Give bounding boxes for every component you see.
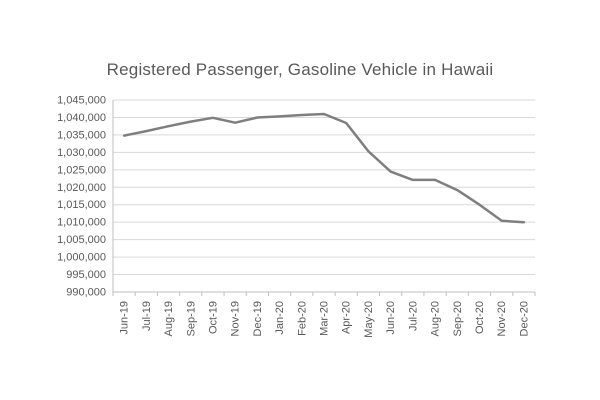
- y-tick-label: 1,030,000: [57, 147, 106, 159]
- y-tick-label: 995,000: [66, 269, 106, 281]
- y-tick-label: 1,025,000: [57, 164, 106, 176]
- y-tick-label: 1,000,000: [57, 252, 106, 264]
- x-tick-label: Jun-19: [119, 301, 131, 335]
- x-tick-label: Jan-20: [274, 301, 286, 335]
- y-tick-label: 990,000: [66, 287, 106, 299]
- x-tick-label: Nov-19: [230, 301, 242, 336]
- x-tick-label: Jun-20: [385, 301, 397, 335]
- chart-title: Registered Passenger, Gasoline Vehicle i…: [106, 60, 494, 79]
- x-tick-label: Sep-20: [452, 301, 464, 336]
- x-tick-label: Mar-20: [319, 301, 331, 336]
- x-tick-label: Nov-20: [496, 301, 508, 336]
- data-series-line: [122, 112, 526, 224]
- x-tick-label: Jul-19: [141, 301, 153, 331]
- x-tick-label: Aug-20: [430, 301, 442, 336]
- x-tick-label: Feb-20: [296, 301, 308, 336]
- x-tick-label: Sep-19: [185, 301, 197, 336]
- axes: [112, 100, 536, 296]
- y-tick-label: 1,010,000: [57, 217, 106, 229]
- y-axis-labels: 1,045,000 1,040,000 1,035,000 1,030,000 1,02…: [57, 95, 106, 299]
- x-axis-labels: Jun-19 Jul-19 Aug-19 Sep-19 Oct-19 Nov-19 Dec-…: [119, 301, 531, 338]
- gridlines: [113, 99, 535, 276]
- y-tick-label: 1,015,000: [57, 199, 106, 211]
- y-tick-label: 1,045,000: [57, 95, 106, 107]
- x-tick-label: Jul-20: [407, 301, 419, 331]
- y-tick-label: 1,040,000: [57, 112, 106, 124]
- x-tick-label: Aug-19: [163, 301, 175, 336]
- x-tick-label: Apr-20: [341, 301, 353, 334]
- x-tick-label: Oct-19: [207, 301, 219, 334]
- y-tick-label: 1,020,000: [57, 182, 106, 194]
- y-tick-label: 1,005,000: [57, 234, 106, 246]
- x-tick-label: Dec-20: [518, 301, 530, 336]
- x-tick-label: Dec-19: [252, 301, 264, 336]
- x-tick-label: May-20: [363, 301, 375, 338]
- y-tick-label: 1,035,000: [57, 129, 106, 141]
- x-tick-label: Oct-20: [474, 301, 486, 334]
